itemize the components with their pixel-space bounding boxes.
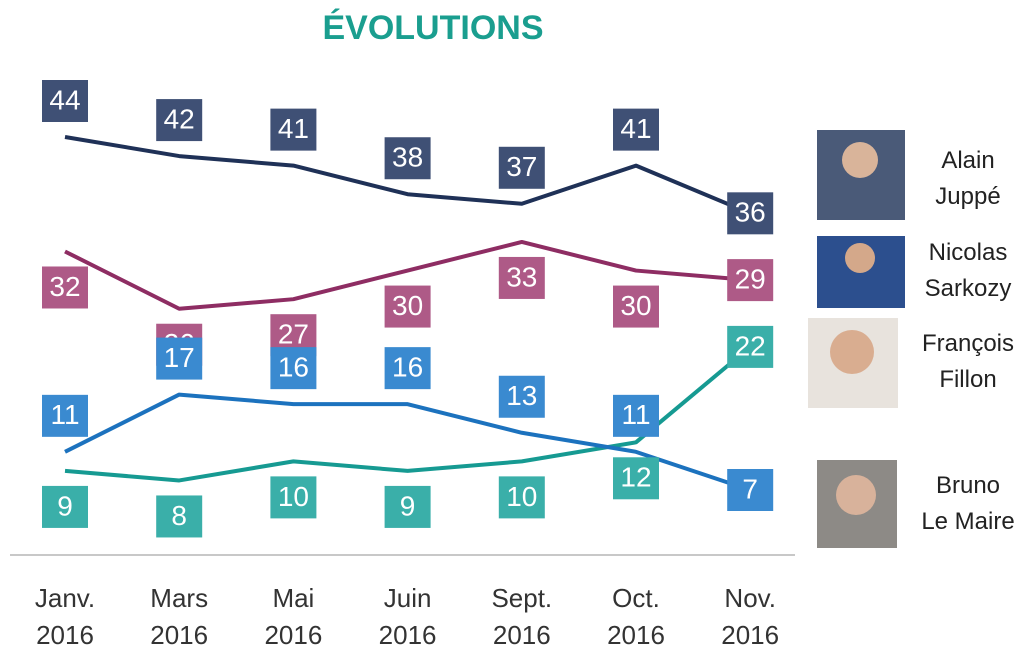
value-label-group: 11: [613, 395, 659, 437]
value-label-group: 44: [42, 80, 88, 122]
photo-face: [836, 475, 876, 515]
value-label-group: 9: [385, 486, 431, 528]
value-label: 44: [49, 84, 80, 115]
value-label: 10: [506, 481, 537, 512]
value-label-group: 22: [727, 326, 773, 368]
value-label: 32: [49, 271, 80, 302]
value-label: 10: [278, 481, 309, 512]
value-label: 16: [392, 352, 423, 383]
value-label: 13: [506, 380, 537, 411]
value-label: 9: [400, 490, 416, 521]
value-label: 36: [735, 197, 766, 228]
value-label: 22: [735, 330, 766, 361]
value-label-group: 30: [385, 286, 431, 328]
value-label-group: 12: [613, 457, 659, 499]
value-label: 41: [278, 113, 309, 144]
value-label: 41: [620, 113, 651, 144]
value-label: 7: [742, 473, 758, 504]
value-label-group: 10: [270, 476, 316, 518]
value-label: 8: [171, 500, 187, 531]
x-tick-label: Janv.2016: [35, 583, 95, 649]
photo-face: [842, 142, 878, 178]
value-label: 33: [506, 261, 537, 292]
value-label-group: 11: [42, 395, 88, 437]
value-label: 29: [735, 263, 766, 294]
value-label-group: 13: [499, 376, 545, 418]
value-label: 27: [278, 319, 309, 350]
value-label: 16: [278, 352, 309, 383]
value-label: 30: [620, 290, 651, 321]
value-label-group: 41: [270, 109, 316, 151]
value-label-group: 10: [499, 476, 545, 518]
value-label-group: 38: [385, 137, 431, 179]
value-label-group: 8: [156, 495, 202, 537]
x-tick-label: Sept.2016: [491, 583, 552, 649]
photo-face: [845, 243, 875, 273]
value-label: 11: [50, 399, 79, 430]
value-label: 12: [620, 462, 651, 493]
x-tick-label: Nov.2016: [721, 583, 779, 649]
x-tick-label: Mai2016: [264, 583, 322, 649]
value-label-group: 29: [727, 259, 773, 301]
value-label: 11: [621, 399, 650, 430]
value-label: 9: [57, 490, 73, 521]
value-label-group: 41: [613, 109, 659, 151]
value-label-group: 7: [727, 469, 773, 511]
value-label-group: 32: [42, 266, 88, 308]
value-label-group: 30: [613, 286, 659, 328]
value-label-group: 17: [156, 338, 202, 380]
value-label-group: 36: [727, 192, 773, 234]
chart-title: ÉVOLUTIONS: [322, 9, 543, 47]
value-label: 42: [164, 103, 195, 134]
value-label: 38: [392, 142, 423, 173]
value-label: 17: [164, 342, 195, 373]
x-tick-label: Oct.2016: [607, 583, 665, 649]
photos: [808, 130, 905, 548]
photo-face: [830, 330, 874, 374]
value-label: 37: [506, 151, 537, 182]
value-label-group: 37: [499, 147, 545, 189]
value-label-group: 42: [156, 99, 202, 141]
value-label-group: 16: [270, 347, 316, 389]
value-label-group: 33: [499, 257, 545, 299]
value-label-group: 9: [42, 486, 88, 528]
value-label-group: 16: [385, 347, 431, 389]
chart: ÉVOLUTIONS Janv.2016 Mars2016 Mai2016 Juin2…: [0, 0, 1027, 649]
value-label: 30: [392, 290, 423, 321]
